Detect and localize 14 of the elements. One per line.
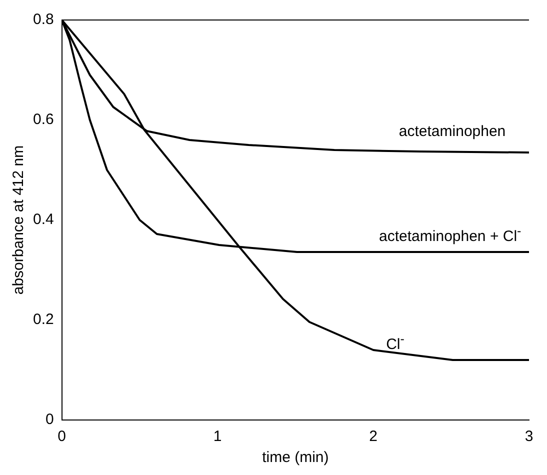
y-tick-label: 0.4 <box>32 211 54 228</box>
x-tick-label: 1 <box>213 428 222 446</box>
y-axis-title: absorbance at 412 nm <box>10 145 28 295</box>
x-axis-title: time (min) <box>262 449 329 466</box>
x-tick-label: 3 <box>524 428 534 446</box>
series-label: Cl$^{-}$ <box>386 331 404 354</box>
x-tick-label: 2 <box>369 428 378 446</box>
y-tick-label: 0.6 <box>32 111 54 128</box>
y-tick-label: 0.8 <box>32 11 54 28</box>
series-label: actetaminophen + Cl$^{-}$ <box>379 223 522 246</box>
x-tick-label: 0 <box>58 428 66 446</box>
y-tick-label: 0 <box>46 411 54 428</box>
y-tick-label: 0.2 <box>32 311 54 328</box>
series-label: actetaminophen <box>398 122 506 140</box>
